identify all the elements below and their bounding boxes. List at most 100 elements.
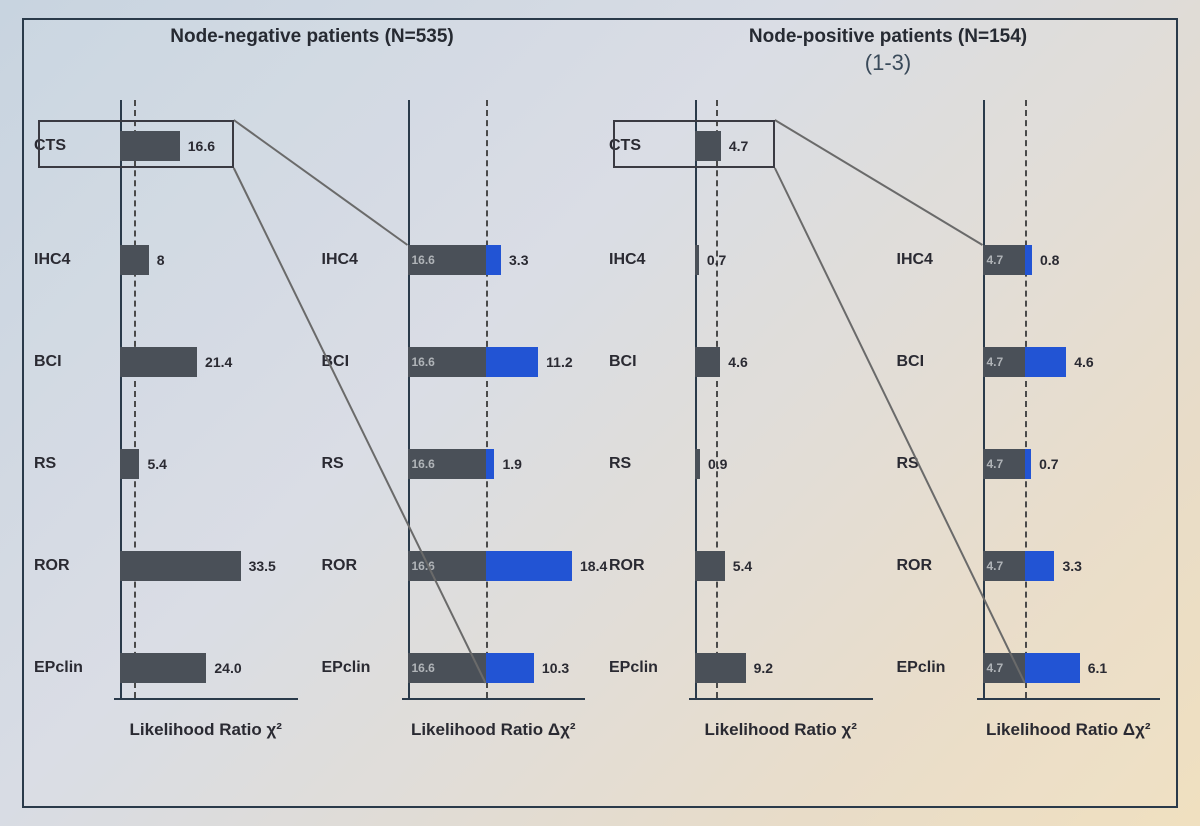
title-left-main: Node-negative patients (N=535) <box>24 26 600 48</box>
row-label: EPclin <box>897 659 969 677</box>
panel-neg_dchi2: Likelihood Ratio Δχ²IHC416.63.3BCI16.611… <box>322 100 596 740</box>
row-label: RS <box>34 455 106 473</box>
row-ror: ROR5.4 <box>609 548 873 584</box>
bar-inside-text: 4.7 <box>987 457 1004 471</box>
row-bci: BCI 16.6 11.2 <box>322 344 586 380</box>
xaxis-label: Likelihood Ratio Δχ² <box>402 720 586 740</box>
bar-inside-text: 16.6 <box>412 661 435 675</box>
value-label: 5.4 <box>147 456 166 472</box>
y-axis-line <box>983 100 985 698</box>
row-ihc4: IHC40.7 <box>609 242 873 278</box>
value-label: 0.9 <box>708 456 727 472</box>
row-label: IHC4 <box>322 251 394 269</box>
title-right: Node-positive patients (N=154) (1-3) <box>600 26 1176 76</box>
bar-gray <box>695 347 720 377</box>
row-bci: BCI 21.4 <box>34 344 298 380</box>
reference-dash-line <box>716 100 718 698</box>
row-label: BCI <box>322 353 394 371</box>
row-label: BCI <box>897 353 969 371</box>
panel-pos_chi2: Likelihood Ratio χ²CTS4.7IHC40.7BCI4.6RS… <box>609 100 883 740</box>
reference-dash-line <box>1025 100 1027 698</box>
value-label: 18.4 <box>580 558 607 574</box>
bar-blue <box>486 653 534 683</box>
title-left: Node-negative patients (N=535) <box>24 26 600 76</box>
bar-inside-text: 4.7 <box>987 355 1004 369</box>
bar-gray <box>120 347 197 377</box>
row-label: EPclin <box>322 659 394 677</box>
row-ihc4: IHC416.63.3 <box>322 242 586 278</box>
reference-dash-line <box>486 100 488 698</box>
bar-gray <box>120 449 139 479</box>
value-label: 4.6 <box>728 354 747 370</box>
bar-inside-text: 16.6 <box>412 559 435 573</box>
row-label: RS <box>897 455 969 473</box>
row-epclin: EPclin 16.6 10.3 <box>322 650 586 686</box>
bar-gray <box>695 653 746 683</box>
value-label: 21.4 <box>205 354 232 370</box>
row-label: IHC4 <box>34 251 106 269</box>
row-ror: ROR16.618.4 <box>322 548 586 584</box>
row-epclin: EPclin 24.0 <box>34 650 298 686</box>
value-label: 3.3 <box>1063 558 1082 574</box>
row-label: EPclin <box>34 659 106 677</box>
value-label: 33.5 <box>249 558 276 574</box>
axis-area: Likelihood Ratio Δχ² <box>977 100 1161 700</box>
row-label: BCI <box>609 353 681 371</box>
row-label: EPclin <box>609 659 681 677</box>
value-label: 0.7 <box>707 252 726 268</box>
highlight-box-neg <box>38 120 234 168</box>
row-rs: RS 16.6 1.9 <box>322 446 586 482</box>
row-epclin: EPclin9.2 <box>609 650 873 686</box>
axis-area: Likelihood Ratio χ² <box>689 100 873 700</box>
bar-inside-text: 4.7 <box>987 661 1004 675</box>
panel-neg_chi2: Likelihood Ratio χ²CTS16.6IHC48BCI21.4RS… <box>34 100 308 740</box>
bar-blue <box>1025 449 1031 479</box>
title-right-main: Node-positive patients (N=154) <box>600 26 1176 48</box>
value-label: 4.6 <box>1074 354 1093 370</box>
row-rs: RS 5.4 <box>34 446 298 482</box>
value-label: 8 <box>157 252 165 268</box>
row-label: IHC4 <box>897 251 969 269</box>
bar-gray <box>695 449 700 479</box>
xaxis-label: Likelihood Ratio χ² <box>114 720 298 740</box>
row-label: ROR <box>897 557 969 575</box>
bar-blue <box>486 347 539 377</box>
bar-blue <box>486 551 572 581</box>
value-label: 6.1 <box>1088 660 1107 676</box>
value-label: 10.3 <box>542 660 569 676</box>
panel-pos_dchi2: Likelihood Ratio Δχ² IHC4 4.7 0.8 BCI 4.7 4.6 R… <box>897 100 1171 740</box>
bar-blue <box>1025 653 1080 683</box>
y-axis-line <box>408 100 410 698</box>
reference-dash-line <box>134 100 136 698</box>
panels-container: Likelihood Ratio χ²CTS16.6IHC48BCI21.4RS… <box>34 100 1170 740</box>
y-axis-line <box>695 100 697 698</box>
row-label: RS <box>322 455 394 473</box>
row-label: ROR <box>609 557 681 575</box>
xaxis-label: Likelihood Ratio Δχ² <box>977 720 1161 740</box>
bar-inside-text: 16.6 <box>412 457 435 471</box>
bar-blue <box>486 449 495 479</box>
y-axis-line <box>120 100 122 698</box>
row-label: RS <box>609 455 681 473</box>
row-label: ROR <box>322 557 394 575</box>
axis-area: Likelihood Ratio Δχ² <box>402 100 586 700</box>
bar-inside-text: 16.6 <box>412 355 435 369</box>
titles-row: Node-negative patients (N=535) Node-posi… <box>24 26 1176 76</box>
row-epclin: EPclin 4.7 6.1 <box>897 650 1161 686</box>
highlight-box-pos <box>613 120 775 168</box>
bar-gray <box>120 245 149 275</box>
axis-area: Likelihood Ratio χ² <box>114 100 298 700</box>
row-bci: BCI 4.6 <box>609 344 873 380</box>
row-label: BCI <box>34 353 106 371</box>
bar-blue <box>1025 551 1055 581</box>
xaxis-label: Likelihood Ratio χ² <box>689 720 873 740</box>
value-label: 1.9 <box>502 456 521 472</box>
value-label: 11.2 <box>546 354 572 370</box>
value-label: 0.8 <box>1040 252 1059 268</box>
bar-inside-text: 16.6 <box>412 253 435 267</box>
chart-frame: Node-negative patients (N=535) Node-posi… <box>22 18 1178 808</box>
value-label: 24.0 <box>214 660 241 676</box>
title-right-sub: (1-3) <box>600 50 1176 76</box>
bar-gray <box>120 653 206 683</box>
row-label: ROR <box>34 557 106 575</box>
